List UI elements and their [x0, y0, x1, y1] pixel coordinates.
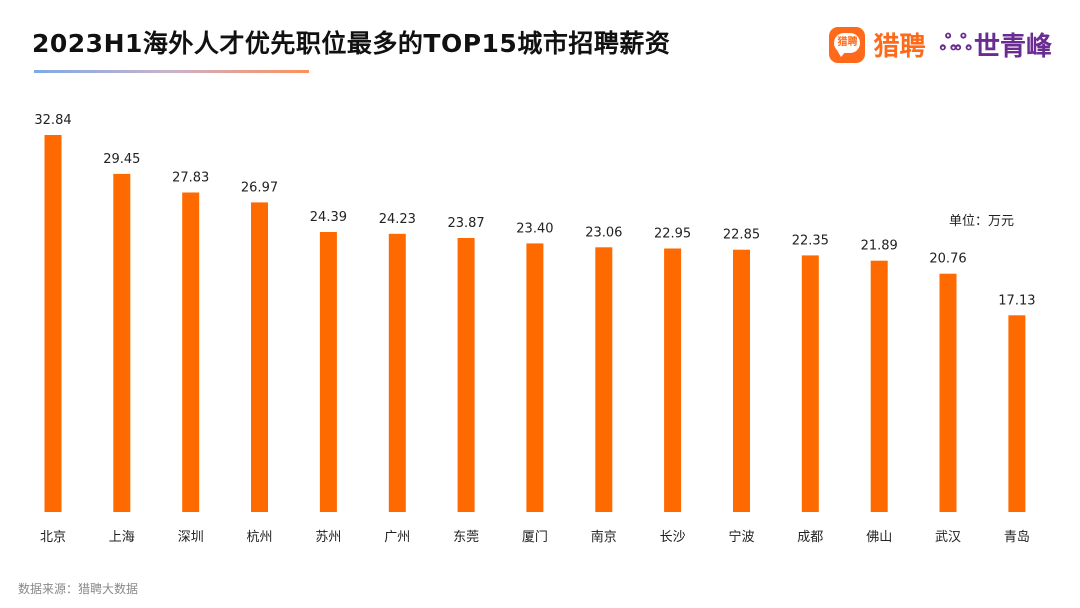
- liepin-logo-icon-text: 猎聘: [834, 32, 861, 53]
- category-label: 南京: [591, 529, 617, 545]
- value-label: 29.45: [103, 152, 140, 167]
- value-label: 24.39: [310, 210, 347, 225]
- bar-苏州: [319, 232, 337, 512]
- unit-label: 单位：万元: [948, 214, 1014, 229]
- category-label: 深圳: [178, 530, 204, 545]
- value-label: 27.83: [172, 171, 209, 186]
- chart-title: 2023H1海外人才优先职位最多的TOP15城市招聘薪资: [32, 29, 671, 58]
- bar-成都: [801, 255, 819, 512]
- liepin-logo-icon: 猎聘: [829, 26, 866, 63]
- data-source-label: 数据来源：猎聘大数据: [18, 582, 139, 596]
- bar-宁波: [733, 249, 750, 512]
- category-label: 成都: [797, 530, 823, 545]
- sqf-logo-icon: ஃஃ: [939, 30, 971, 56]
- value-label: 32.84: [34, 113, 71, 128]
- category-label: 武汉: [935, 530, 961, 545]
- bar-杭州: [251, 202, 268, 512]
- bar-南京: [595, 247, 613, 513]
- value-label: 23.40: [516, 221, 553, 236]
- bar-长沙: [664, 248, 682, 512]
- value-label: 17.13: [998, 293, 1035, 308]
- bar-武汉: [939, 273, 957, 512]
- category-label: 广州: [384, 530, 410, 545]
- title-underline: [34, 70, 309, 73]
- logo-group: 猎聘 猎聘 ஃஃ 世青峰: [829, 26, 1052, 63]
- category-label: 杭州: [246, 530, 272, 545]
- category-label: 长沙: [660, 530, 686, 545]
- category-label: 佛山: [866, 530, 892, 545]
- bar-东莞: [457, 238, 475, 512]
- category-label: 东莞: [453, 530, 479, 545]
- value-label: 26.97: [241, 180, 278, 195]
- bar-北京: [44, 135, 62, 512]
- category-label: 宁波: [728, 529, 754, 545]
- value-label: 20.76: [929, 252, 966, 267]
- category-label: 北京: [40, 530, 66, 545]
- bar-厦门: [526, 243, 544, 512]
- value-label: 22.35: [792, 233, 829, 248]
- bar-青岛: [1008, 315, 1026, 512]
- value-label: 22.95: [654, 227, 691, 242]
- category-label: 青岛: [1004, 529, 1030, 545]
- sqf-logo-text: 世青峰: [973, 32, 1052, 62]
- value-label: 22.85: [723, 228, 760, 243]
- value-label: 24.23: [379, 212, 416, 227]
- category-label: 厦门: [522, 530, 548, 545]
- liepin-logo-text: 猎聘: [873, 32, 926, 62]
- value-label: 21.89: [861, 239, 898, 254]
- category-label: 上海: [109, 530, 135, 545]
- category-label: 苏州: [315, 529, 341, 545]
- value-label: 23.87: [447, 216, 484, 231]
- bar-深圳: [182, 192, 200, 512]
- bar-佛山: [870, 260, 888, 512]
- bar-上海: [113, 173, 131, 512]
- value-label: 23.06: [585, 225, 622, 240]
- speech-bubble-tail: [837, 49, 848, 57]
- bar-广州: [388, 233, 406, 513]
